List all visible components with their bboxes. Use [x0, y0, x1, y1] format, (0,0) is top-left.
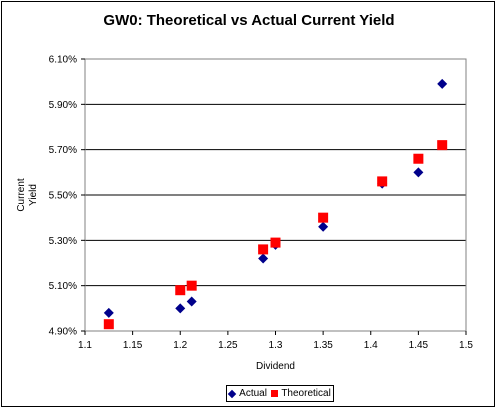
- theoretical-point: [186, 280, 197, 291]
- actual-point: [318, 221, 329, 232]
- diamond-marker-icon: [227, 389, 237, 398]
- theoretical-point: [437, 140, 448, 151]
- theoretical-point: [258, 244, 269, 255]
- legend: Actual Theoretical: [226, 385, 334, 402]
- y-tick-label: 5.90%: [49, 100, 77, 111]
- y-axis-ticks: 4.90% 5.10% 5.30% 5.50% 5.70% 5.90% 6.10%: [49, 55, 85, 338]
- actual-point: [437, 78, 448, 89]
- actual-point: [175, 303, 186, 314]
- y-axis-title-line1: Current: [16, 178, 27, 212]
- x-tick-label: 1.25: [218, 340, 238, 351]
- data-points: [103, 78, 448, 330]
- theoretical-point: [103, 319, 114, 330]
- legend-label-theoretical: Theoretical: [281, 388, 331, 399]
- y-tick-label: 5.10%: [49, 281, 77, 292]
- y-tick-label: 5.30%: [49, 236, 77, 247]
- square-marker-icon: [271, 390, 279, 397]
- y-tick-label: 4.90%: [49, 327, 77, 338]
- y-tick-label: 6.10%: [49, 55, 77, 66]
- legend-item-actual: Actual: [227, 388, 267, 399]
- y-tick-label: 5.50%: [49, 191, 77, 202]
- theoretical-point: [413, 153, 424, 164]
- x-tick-label: 1.35: [313, 340, 333, 351]
- x-tick-label: 1.3: [269, 340, 283, 351]
- actual-point: [186, 296, 197, 307]
- theoretical-point: [270, 237, 281, 248]
- chart-title: GW0: Theoretical vs Actual Current Yield: [103, 12, 395, 29]
- x-tick-label: 1.45: [409, 340, 429, 351]
- legend-item-theoretical: Theoretical: [271, 388, 331, 399]
- theoretical-point: [175, 285, 186, 296]
- x-tick-label: 1.15: [123, 340, 143, 351]
- actual-point: [413, 167, 424, 178]
- gridlines: [85, 103, 466, 287]
- x-tick-label: 1.2: [173, 340, 187, 351]
- x-tick-label: 1.5: [459, 340, 473, 351]
- y-axis-title-line2: Yield: [28, 184, 39, 206]
- actual-point: [103, 307, 114, 318]
- theoretical-point: [318, 212, 329, 223]
- x-axis-ticks: 1.1 1.15 1.2 1.25 1.3 1.35 1.4 1.45 1.5: [78, 331, 473, 351]
- x-axis-title: Dividend: [256, 361, 295, 372]
- x-tick-label: 1.4: [364, 340, 378, 351]
- actual-point: [258, 253, 269, 264]
- theoretical-point: [377, 176, 388, 187]
- y-tick-label: 5.70%: [49, 145, 77, 156]
- legend-label-actual: Actual: [239, 388, 267, 399]
- x-tick-label: 1.1: [78, 340, 92, 351]
